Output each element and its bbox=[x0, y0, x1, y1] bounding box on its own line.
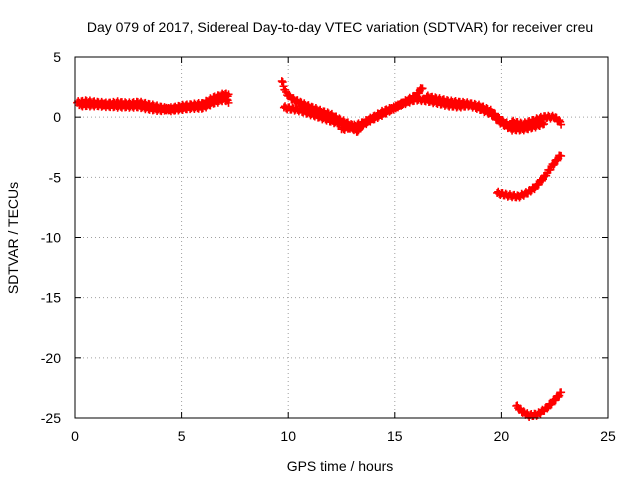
data-point bbox=[278, 78, 287, 87]
data-point bbox=[543, 404, 552, 413]
x-tick-label: 0 bbox=[71, 428, 79, 444]
y-tick-label: -10 bbox=[41, 230, 61, 246]
data-point bbox=[557, 151, 566, 160]
x-axis-label: GPS time / hours bbox=[287, 458, 394, 474]
x-tick-label: 15 bbox=[387, 428, 403, 444]
x-tick-label: 10 bbox=[280, 428, 296, 444]
data-point bbox=[557, 120, 566, 129]
data-point bbox=[549, 161, 558, 170]
y-tick-label: -20 bbox=[41, 350, 61, 366]
series-arc-j bbox=[512, 388, 566, 421]
data-point bbox=[537, 176, 546, 185]
x-tick-label: 25 bbox=[600, 428, 616, 444]
data-point bbox=[555, 116, 564, 125]
data-point bbox=[546, 165, 555, 174]
tick-layer: 0 5 10 15 20 25 -25 -20 -15 -10 -5 0 5 bbox=[41, 49, 616, 444]
y-tick-label: 5 bbox=[53, 49, 61, 65]
data-point bbox=[418, 84, 427, 93]
data-point bbox=[494, 112, 503, 121]
series-arc-i bbox=[493, 151, 566, 202]
chart-title: Day 079 of 2017, Sidereal Day-to-day VTE… bbox=[87, 19, 593, 35]
series-arc-b bbox=[75, 89, 233, 116]
data-point bbox=[554, 392, 563, 401]
x-tick-label: 5 bbox=[178, 428, 186, 444]
data-point bbox=[540, 120, 549, 129]
y-axis-label: SDTVAR / TECUs bbox=[5, 182, 21, 294]
data-point bbox=[224, 98, 233, 107]
data-layer bbox=[73, 77, 566, 421]
data-point bbox=[285, 90, 294, 99]
y-tick-label: -5 bbox=[49, 169, 62, 185]
x-tick-label: 20 bbox=[494, 428, 510, 444]
y-tick-label: -25 bbox=[41, 410, 61, 426]
data-point bbox=[277, 77, 286, 86]
data-point bbox=[224, 90, 233, 99]
data-point bbox=[557, 388, 566, 397]
y-tick-label: -15 bbox=[41, 290, 61, 306]
series-arc-h bbox=[508, 111, 566, 130]
y-tick-label: 0 bbox=[53, 109, 61, 125]
